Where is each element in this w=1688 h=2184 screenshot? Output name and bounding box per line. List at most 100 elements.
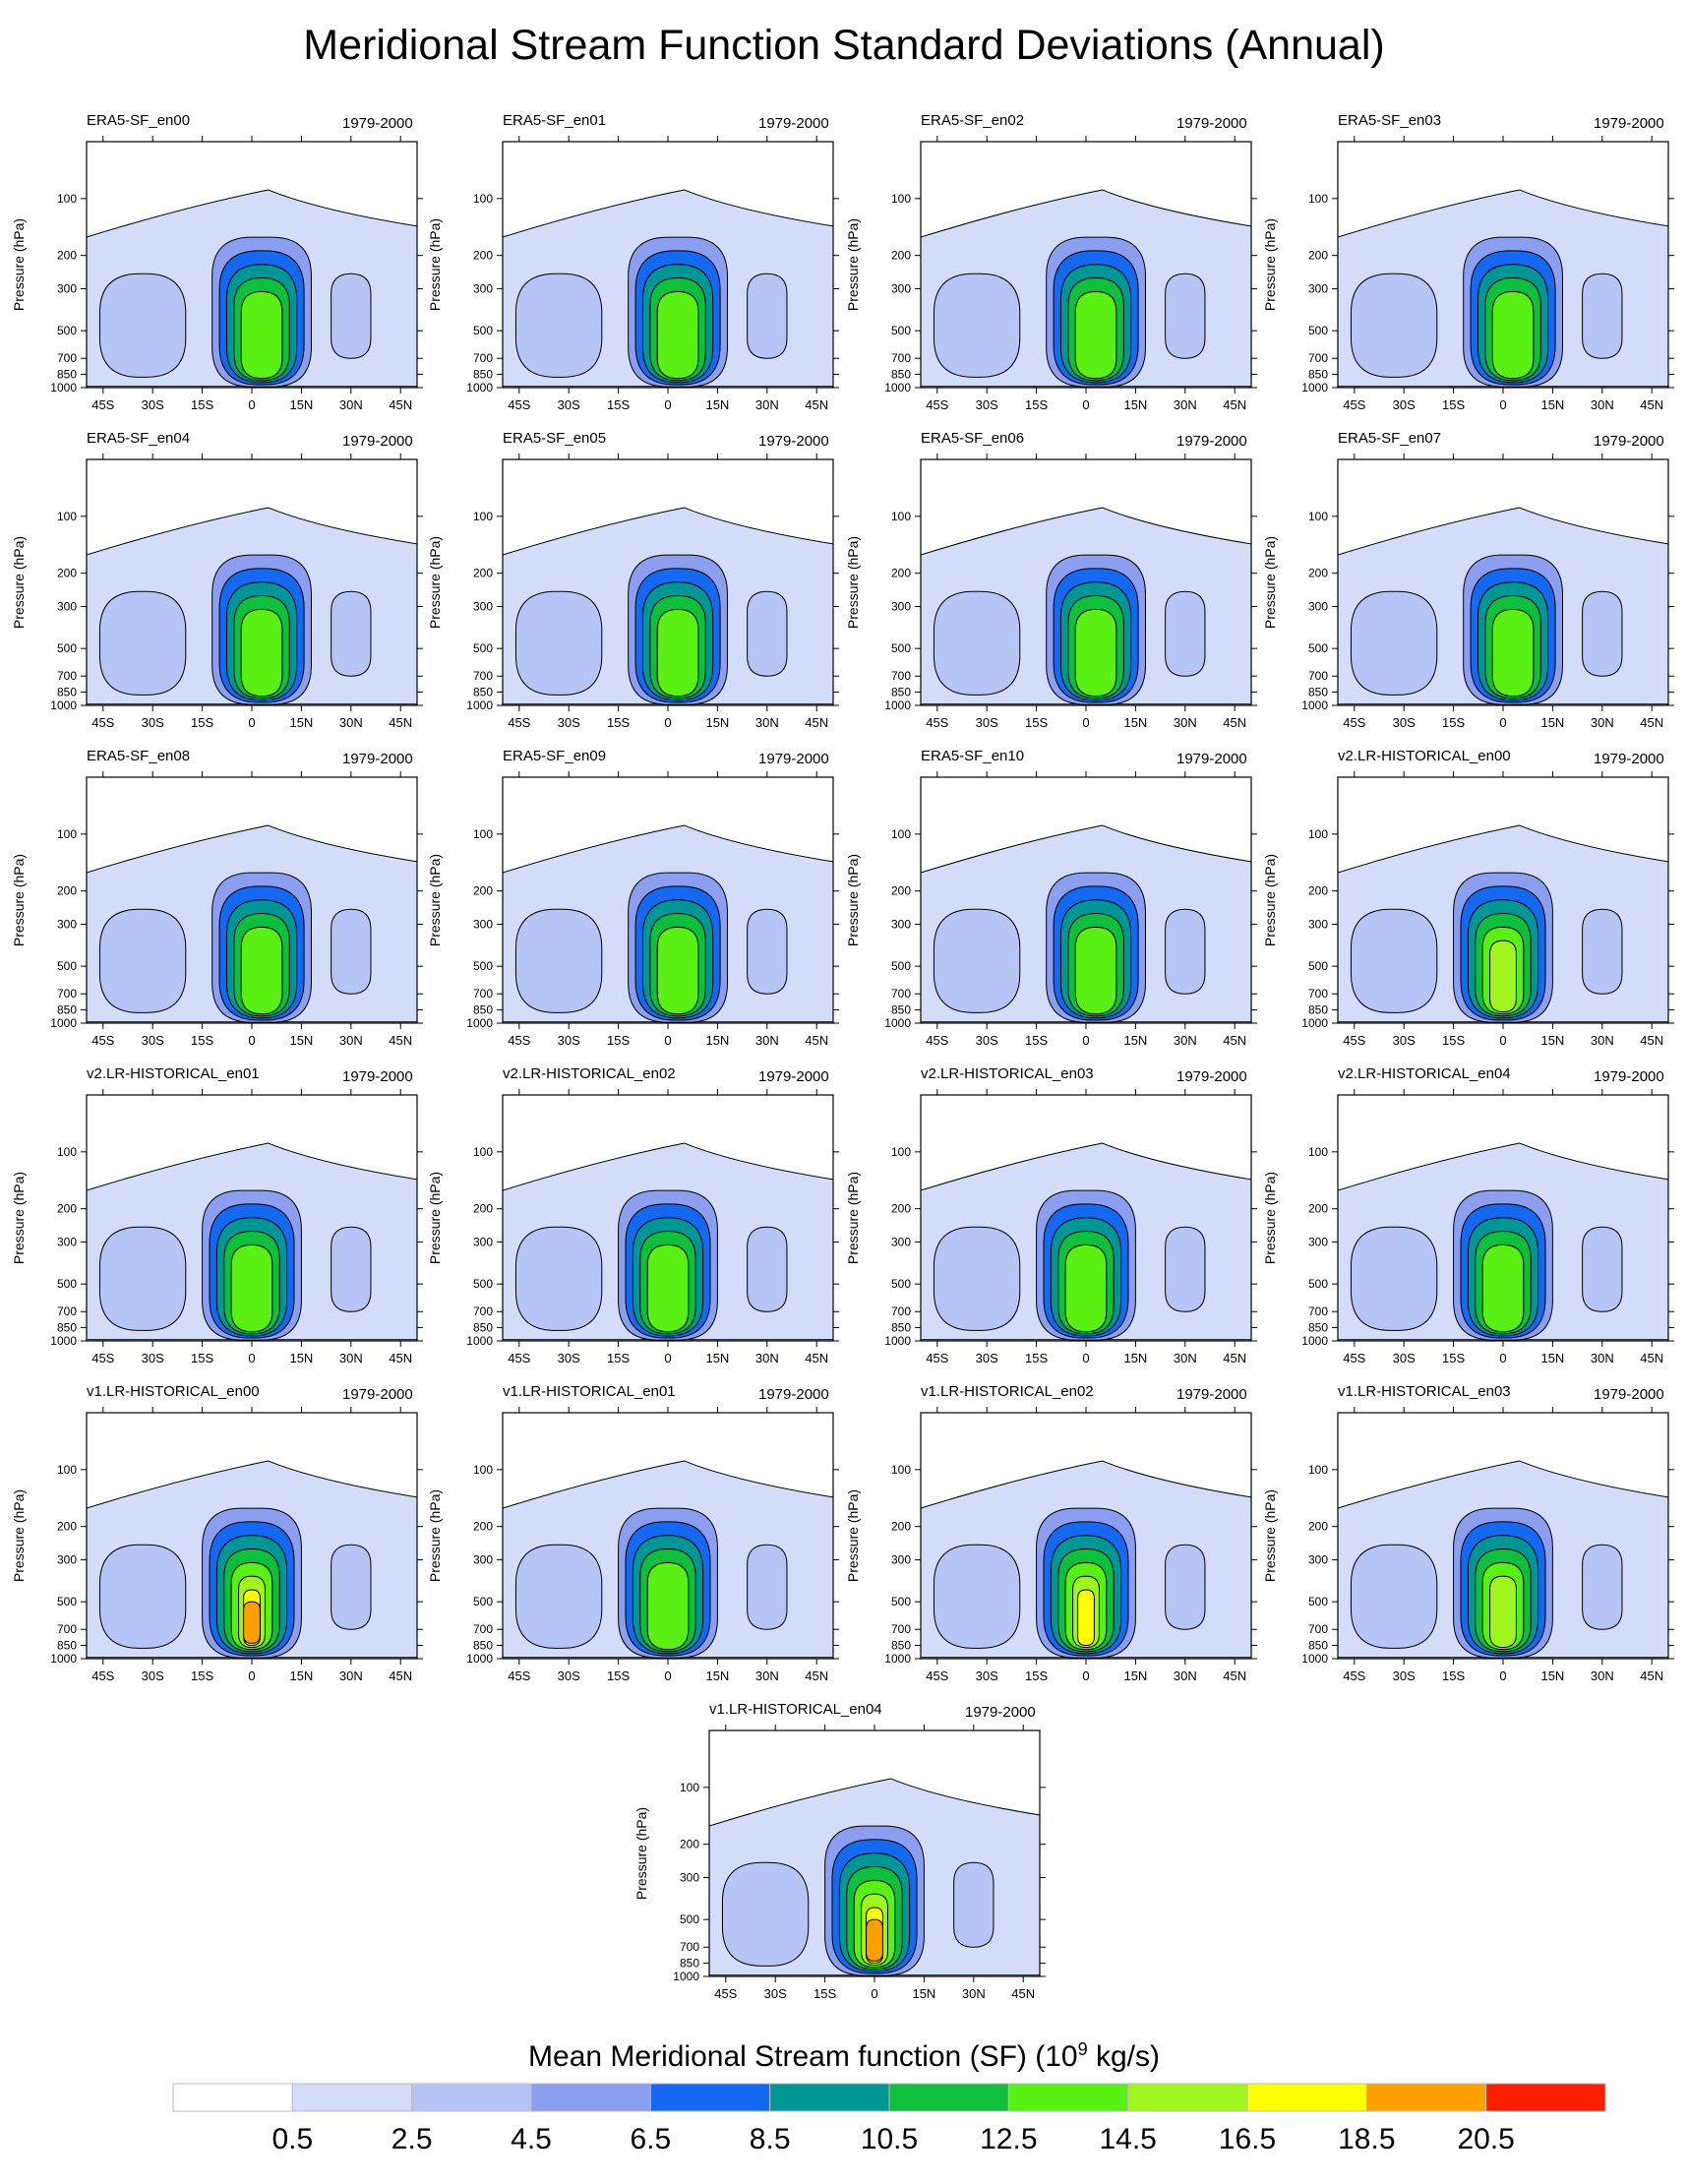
panel-period: 1979-2000 [758, 115, 829, 132]
y-tick-label: 100 [891, 192, 911, 206]
x-tick-label: 30S [142, 1668, 164, 1683]
y-tick-label: 1000 [884, 1016, 911, 1030]
x-tick-label: 45S [1343, 1351, 1365, 1365]
y-tick-label: 300 [891, 1553, 911, 1567]
x-tick-label: 15S [191, 715, 213, 730]
x-tick-label: 45S [926, 1668, 948, 1683]
contour-fill-lobe [331, 908, 372, 995]
x-tick-label: 45S [91, 1351, 114, 1365]
x-tick-label: 30N [1591, 1668, 1614, 1683]
x-tick-label: 0 [248, 1033, 255, 1048]
y-tick-label: 300 [891, 918, 911, 932]
x-tick-label: 0 [664, 1033, 671, 1048]
x-tick-label: 0 [248, 1351, 255, 1365]
panel-title: ERA5-SF_en05 [503, 430, 607, 447]
y-axis-label: Pressure (hPa) [1262, 1172, 1278, 1264]
y-tick-label: 850 [473, 685, 493, 698]
colorbar-label: 18.5 [1338, 2123, 1395, 2155]
x-tick-label: 45S [926, 1351, 948, 1365]
contour-fill-lobe [747, 590, 788, 677]
y-tick-label: 500 [891, 959, 911, 973]
x-tick-label: 30N [339, 1668, 363, 1683]
contour-plot: 45S 30S 15S 0 15N 30N 45N100200300500700850100… [11, 1407, 423, 1683]
y-tick-label: 100 [57, 1463, 77, 1477]
y-tick-label: 100 [57, 1145, 77, 1159]
contour-panel: v2.LR-HISTORICAL_en02 1979-2000 45S 30S 15S 0… [416, 1065, 839, 1376]
x-tick-label: 0 [664, 1668, 671, 1683]
y-tick-label: 850 [473, 1320, 493, 1334]
x-tick-label: 15N [705, 397, 729, 412]
y-axis-label: Pressure (hPa) [427, 1172, 443, 1264]
contour-fill-lobe [1582, 273, 1623, 359]
x-tick-label: 0 [248, 1668, 255, 1683]
colorbar-swatch [888, 2083, 1009, 2112]
x-tick-label: 30N [755, 1668, 779, 1683]
x-tick-label: 15N [1540, 715, 1564, 730]
x-tick-label: 0 [248, 397, 255, 412]
y-tick-label: 200 [1308, 1520, 1328, 1534]
colorbar: 0.5 2.5 4.5 6.5 8.5 10.5 12.5 14.5 16.5 18.5 20.5 [172, 2083, 1606, 2155]
colorbar-swatch [1127, 2083, 1248, 2112]
panel-title: ERA5-SF_en00 [87, 112, 191, 129]
y-tick-label: 200 [57, 1202, 77, 1216]
x-tick-label: 15N [289, 1351, 313, 1365]
contour-fill-lobe [514, 590, 603, 696]
y-axis-label: Pressure (hPa) [11, 854, 27, 946]
y-tick-label: 100 [473, 1145, 493, 1159]
panel-period: 1979-2000 [1594, 1386, 1664, 1403]
contour-fill-upper [503, 1095, 833, 1191]
x-tick-label: 15S [191, 397, 213, 412]
x-tick-label: 30N [755, 1033, 779, 1048]
y-tick-label: 1000 [50, 698, 77, 712]
x-tick-label: 45N [1223, 397, 1246, 412]
panel-title: ERA5-SF_en01 [503, 112, 607, 129]
y-tick-label: 1000 [1301, 1016, 1328, 1030]
colorbar-swatch [1246, 2083, 1367, 2112]
contour-fill-lobe [331, 1226, 372, 1312]
contour-fill-upper [921, 142, 1251, 238]
panel-period: 1979-2000 [342, 433, 413, 450]
x-tick-label: 30N [339, 715, 363, 730]
x-tick-label: 45N [1640, 1668, 1663, 1683]
y-tick-label: 200 [891, 1202, 911, 1216]
x-tick-label: 30S [142, 397, 164, 412]
x-tick-label: 45S [1343, 1033, 1365, 1048]
y-tick-label: 500 [891, 1277, 911, 1291]
panel-title: v2.LR-HISTORICAL_en01 [87, 1065, 260, 1082]
x-tick-label: 30N [1174, 1351, 1197, 1365]
contour-panel: v2.LR-HISTORICAL_en04 1979-2000 45S 30S 15S 0… [1251, 1065, 1674, 1376]
contour-panel: ERA5-SF_en00 1979-2000 45S 30S 15S 0 15N 30N 45N… [0, 112, 423, 423]
panel-title: ERA5-SF_en02 [921, 112, 1025, 129]
x-tick-label: 15N [1123, 1033, 1147, 1048]
y-tick-label: 1000 [50, 1652, 77, 1666]
x-tick-label: 15N [705, 1668, 729, 1683]
y-tick-label: 500 [1308, 324, 1328, 337]
y-axis-label: Pressure (hPa) [845, 1489, 861, 1582]
contour-fill-upper [921, 459, 1251, 556]
panel-title: ERA5-SF_en09 [503, 748, 607, 764]
y-tick-label: 850 [680, 1956, 699, 1970]
panel-title: ERA5-SF_en07 [1338, 430, 1442, 447]
contour-fill-lobe [514, 908, 603, 1013]
contour-fill-level [656, 926, 699, 1015]
contour-fill-level [1074, 608, 1117, 698]
y-axis-label: Pressure (hPa) [427, 854, 443, 946]
contour-fill-level [656, 290, 699, 380]
y-tick-label: 700 [473, 1304, 493, 1318]
y-tick-label: 850 [1308, 685, 1328, 698]
contour-fill-lobe [953, 1861, 995, 1948]
contour-fill-lobe [98, 590, 187, 696]
figure-title: Meridional Stream Function Standard Devi… [303, 22, 1385, 69]
y-tick-label: 700 [57, 1622, 77, 1636]
y-tick-label: 1000 [50, 1334, 77, 1348]
x-tick-label: 15N [705, 1351, 729, 1365]
contour-fill-lobe [1165, 273, 1206, 359]
contour-panel: v2.LR-HISTORICAL_en03 1979-2000 45S 30S 15S 0… [834, 1065, 1257, 1376]
y-tick-label: 500 [680, 1912, 699, 1926]
x-tick-label: 15N [1540, 1033, 1564, 1048]
contour-panel: ERA5-SF_en09 1979-2000 45S 30S 15S 0 15N 30N 45N… [416, 748, 839, 1059]
x-tick-label: 0 [1499, 1033, 1506, 1048]
y-tick-label: 300 [1308, 600, 1328, 614]
contour-plot: 45S 30S 15S 0 15N 30N 45N100200300500700850100… [1262, 771, 1674, 1048]
contour-fill-level [1481, 1244, 1525, 1333]
